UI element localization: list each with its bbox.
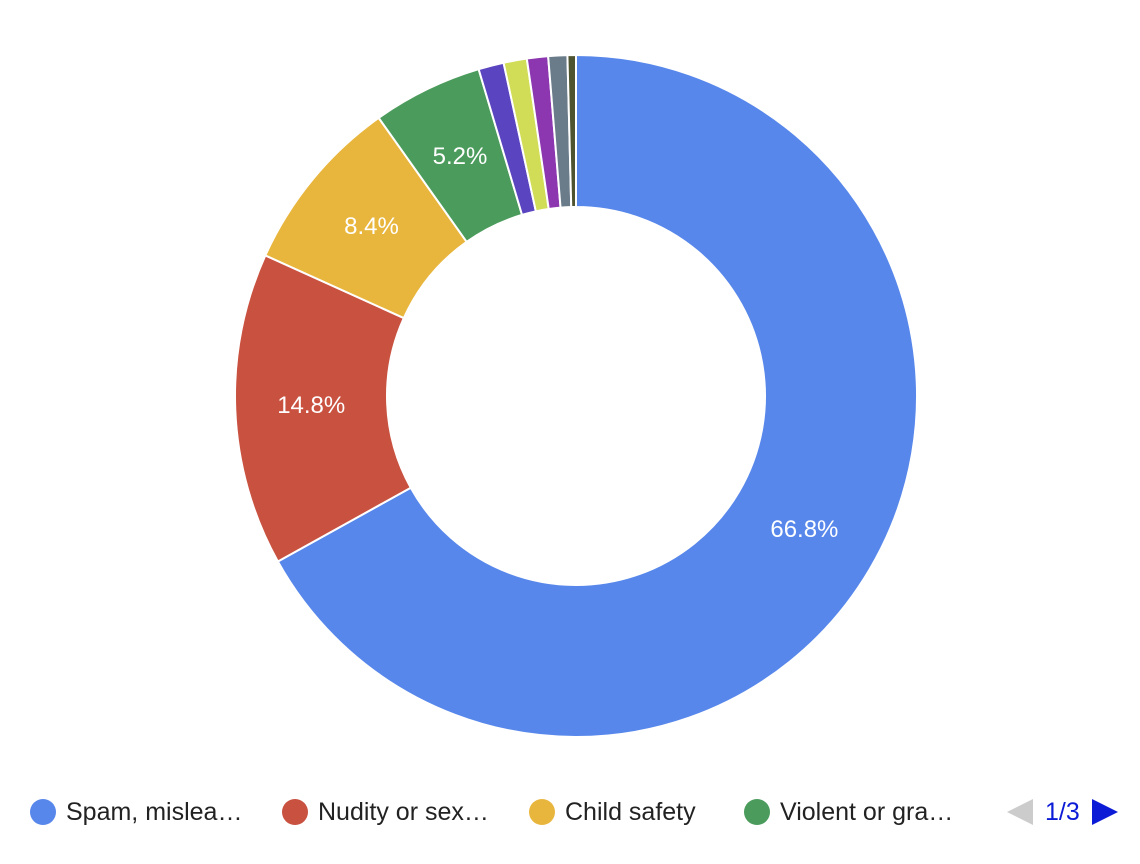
slice-value-label: 5.2% (433, 143, 488, 170)
legend-item-spam[interactable]: Spam, mislea… (30, 792, 242, 832)
legend-item-child-safety[interactable]: Child safety (529, 792, 696, 832)
legend-dot (744, 799, 770, 825)
slice-value-label: 66.8% (770, 516, 838, 543)
donut-chart: 66.8% 14.8% 8.4% 5.2% (234, 53, 918, 738)
legend-label: Violent or gra… (780, 797, 954, 826)
legend-item-nudity[interactable]: Nudity or sex… (282, 792, 489, 832)
legend-pager: 1/3 (1007, 792, 1118, 832)
donut-slice-0[interactable] (276, 53, 918, 738)
slice-value-label: 14.8% (277, 392, 345, 419)
legend: Spam, mislea… Nudity or sex… Child safet… (30, 792, 1130, 832)
legend-label: Child safety (565, 797, 696, 826)
donut-slice-8[interactable] (566, 53, 577, 209)
legend-label: Spam, mislea… (66, 797, 243, 826)
legend-dot (529, 799, 555, 825)
slice-value-label: 8.4% (344, 213, 399, 240)
legend-dot (30, 799, 56, 825)
page-indicator: 1/3 (1045, 797, 1080, 826)
legend-dot (282, 799, 308, 825)
legend-item-violent[interactable]: Violent or gra… (744, 792, 953, 832)
previous-page-icon[interactable] (1007, 799, 1033, 825)
legend-label: Nudity or sex… (318, 797, 489, 826)
donut-slice-1[interactable] (234, 254, 413, 563)
next-page-icon[interactable] (1091, 799, 1118, 825)
